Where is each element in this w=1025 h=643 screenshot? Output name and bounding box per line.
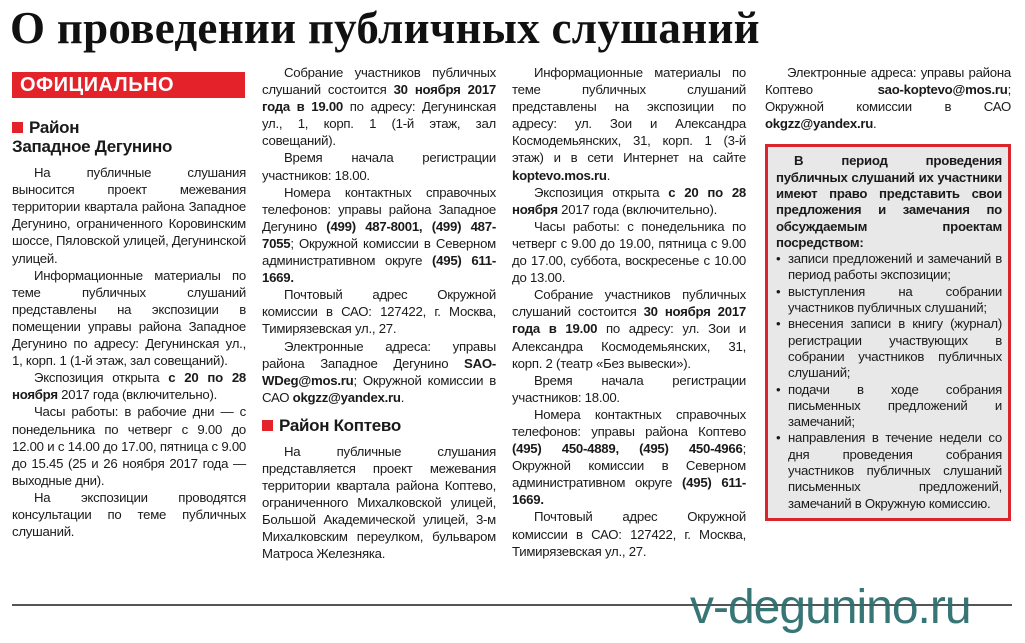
bold-text: (495) 611-1669.	[262, 253, 496, 286]
column-4: Электронные адреса: управы района Коптев…	[765, 64, 1011, 521]
paragraph: Время начала регистрации участников: 18.…	[262, 149, 496, 183]
paragraph: Почтовый адрес Окружной комиссии в САО: …	[262, 286, 496, 337]
section2-paras-a: На публичные слушания представляется про…	[262, 443, 496, 563]
bold-text: SAO-WDeg@mos.ru	[262, 355, 496, 388]
text: На публичные слушания выносится проект м…	[12, 165, 246, 266]
paragraph: Часы работы: в рабочие дни — с понедельн…	[12, 403, 246, 488]
paragraph: Экспозиция открыта с 20 по 28 ноября 201…	[512, 184, 746, 218]
text: Информационные материалы по теме публичн…	[512, 65, 746, 166]
paragraph: Время начала регистрации участников: 18.…	[512, 372, 746, 406]
section-heading-koptevo: Район Коптево	[262, 416, 496, 435]
paragraph: Информационные материалы по теме публичн…	[512, 64, 746, 184]
paragraph: Электронные адреса: управы района Западн…	[262, 338, 496, 406]
paragraph: На экспозиции проводятся консультации по…	[12, 489, 246, 540]
section1-paras-a: На публичные слушания выносится проект м…	[12, 164, 246, 540]
column-3: Информационные материалы по теме публичн…	[512, 64, 746, 560]
paragraph: Часы работы: с понедельника по четверг с…	[512, 218, 746, 286]
section2-paras-c: Электронные адреса: управы района Коптев…	[765, 64, 1011, 132]
bold-text: с 20 по 28 ноября	[512, 184, 746, 217]
paragraph: Информационные материалы по теме публичн…	[12, 267, 246, 370]
red-square-icon	[12, 122, 23, 134]
text: На публичные слушания представляется про…	[262, 443, 496, 562]
bold-text: okgzz@yandex.ru	[292, 389, 401, 405]
list-item: подачи в ходе собрания письменных предло…	[776, 382, 1002, 431]
text: .	[606, 167, 611, 183]
paragraph: Номера контактных справочных телефонов: …	[512, 406, 746, 509]
bold-text: koptevo.mos.ru	[512, 167, 607, 183]
text: Почтовый адрес Окружной комиссии в САО: …	[262, 287, 496, 337]
text: .	[400, 389, 405, 405]
text: по адресу: Дегунинская ул., 1, корп. 1 (…	[262, 99, 497, 149]
bold-text: (495) 611-1669.	[512, 475, 746, 508]
section1-paras-b: Собрание участников публичных слушаний с…	[262, 64, 496, 406]
bold-text: sao-koptevo@mos.ru	[877, 82, 1008, 98]
text: Время начала регистрации участников: 18.…	[262, 150, 496, 183]
paragraph: Почтовый адрес Окружной комиссии в САО: …	[512, 508, 746, 559]
text: 2017 года (включительно).	[557, 201, 718, 217]
heading-text: Район Коптево	[279, 415, 401, 435]
watermark-logo: v-degunino.ru	[690, 581, 972, 634]
text: ; Окружной комиссии в САО	[765, 82, 1011, 115]
heading-line-2: Западное Дегунино	[12, 137, 173, 157]
text: Электронные адреса: управы района Коптев…	[765, 65, 1011, 98]
paragraph: Экспозиция открыта с 20 по 28 ноября 201…	[12, 369, 246, 403]
bold-text: 30 ноября 2017 года в 19.00	[512, 304, 746, 337]
column-2: Собрание участников публичных слушаний с…	[262, 64, 496, 563]
text: .	[873, 116, 877, 132]
bold-text: с 20 по 28 ноября	[12, 370, 246, 403]
paragraph: Собрание участников публичных слушаний с…	[262, 64, 496, 149]
text: ; Окружной комиссии в Северном администр…	[512, 441, 746, 491]
list-item: записи предложений и замечаний в период …	[776, 251, 1002, 284]
text: Собрание участников публичных слушаний с…	[262, 65, 496, 98]
text: На экспозиции проводятся консультации по…	[12, 489, 246, 540]
text: 2017 года (включительно).	[57, 387, 218, 403]
column-1: ОФИЦИАЛЬНО Район Западное Дегунино На пу…	[12, 66, 246, 540]
text: Часы работы: в рабочие дни — с понедельн…	[12, 404, 246, 488]
text: Экспозиция открыта	[534, 184, 669, 200]
paragraph: Номера контактных справочных телефонов: …	[262, 184, 496, 287]
text: Номера контактных справочных телефонов: …	[512, 406, 746, 439]
list-item: направления в течение недели со дня пров…	[776, 430, 1002, 511]
bottom-divider	[12, 604, 1012, 606]
text: Время начала регистрации участников: 18.…	[512, 372, 746, 405]
paragraph: Собрание участников публичных слушаний с…	[512, 286, 746, 371]
text: по адресу: ул. Зои и Александра Космодем…	[512, 321, 747, 371]
text: Информационные материалы по теме публичн…	[12, 267, 246, 369]
text: Почтовый адрес Окружной комиссии в САО: …	[512, 509, 746, 559]
paragraph: Электронные адреса: управы района Коптев…	[765, 64, 1011, 132]
heading-line-1: Район	[29, 118, 80, 138]
red-square-icon	[262, 419, 273, 431]
paragraph: На публичные слушания представляется про…	[262, 443, 496, 563]
text: Собрание участников публичных слушаний с…	[512, 287, 746, 320]
bold-text: (495) 450-4889, (495) 450-4966	[512, 441, 743, 457]
paragraph: На публичные слушания выносится проект м…	[12, 164, 246, 267]
section-heading-zapadnoe-degunino: Район Западное Дегунино	[12, 118, 246, 156]
official-banner: ОФИЦИАЛЬНО	[12, 72, 245, 99]
section2-paras-b: Информационные материалы по теме публичн…	[512, 64, 746, 560]
rights-info-box: В период проведения публичных слушаний и…	[765, 144, 1011, 521]
list-item: внесения записи в книгу (журнал) регистр…	[776, 316, 1002, 381]
text: ; Окружной комиссии в Северном администр…	[262, 235, 496, 269]
text: ; Окружной комиссии в САО	[262, 372, 496, 405]
list-item: выступления на собрании участников публи…	[776, 284, 1002, 317]
bold-text: (499) 487-8001, (499) 487-7055	[262, 218, 496, 251]
text: Часы работы: с понедельника по четверг с…	[512, 218, 746, 286]
text: Экспозиция открыта	[34, 370, 169, 386]
page-title: О проведении публичных слушаний	[10, 3, 760, 53]
box-lead: В период проведения публичных слушаний и…	[776, 153, 1002, 250]
bold-text: okgzz@yandex.ru	[765, 116, 874, 132]
text: Электронные адреса: управы района Западн…	[262, 338, 496, 371]
bold-text: 30 ноября 2017 года в 19.00	[262, 82, 496, 115]
box-list: записи предложений и замечаний в период …	[776, 251, 1002, 512]
text: Номера контактных справочных телефонов: …	[262, 184, 496, 234]
